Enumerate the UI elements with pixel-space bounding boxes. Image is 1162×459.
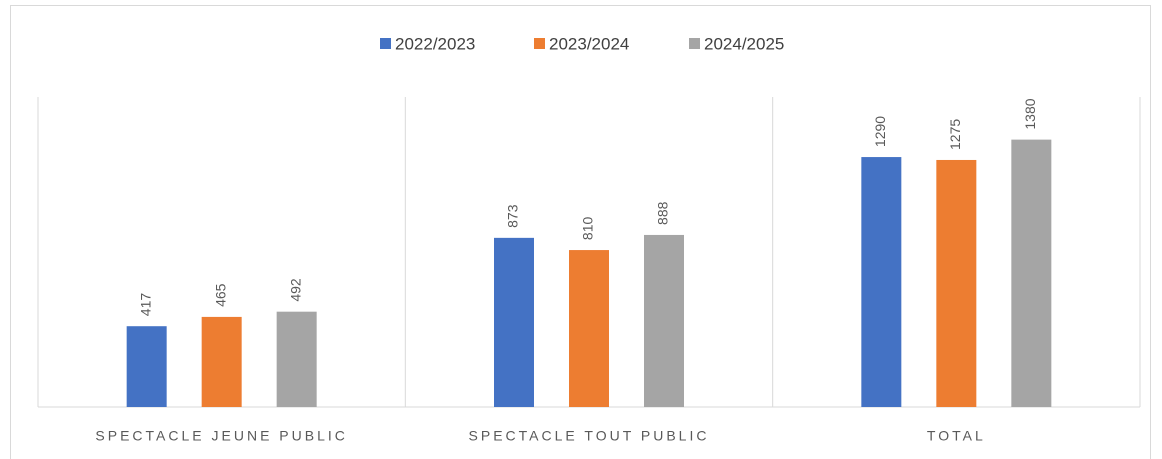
bar [1011, 139, 1052, 407]
data-label: 873 [505, 204, 521, 228]
data-label: 810 [580, 216, 596, 240]
data-label: 417 [137, 293, 153, 317]
bar [569, 250, 609, 407]
legend-swatch [534, 38, 545, 49]
data-label: 1275 [947, 119, 963, 150]
data-label: 465 [212, 283, 228, 307]
legend-label: 2023/2024 [549, 34, 629, 53]
x-tick-label: TOTAL [927, 428, 986, 444]
legend-swatch [689, 38, 700, 49]
data-label: 492 [287, 278, 303, 302]
x-tick-label: SPECTACLE JEUNE PUBLIC [95, 428, 347, 444]
bar [494, 237, 534, 407]
bar [201, 316, 242, 407]
legend-label: 2024/2025 [704, 34, 784, 53]
bar [276, 311, 317, 407]
bar [644, 234, 684, 407]
data-label: 888 [655, 201, 671, 225]
data-label: 1380 [1022, 98, 1038, 129]
bar [936, 159, 977, 407]
x-tick-label: SPECTACLE TOUT PUBLIC [469, 428, 710, 444]
legend-label: 2022/2023 [395, 34, 475, 53]
data-label: 1290 [872, 116, 888, 147]
legend-swatch [380, 38, 391, 49]
bar [126, 326, 167, 407]
bar [861, 157, 902, 407]
